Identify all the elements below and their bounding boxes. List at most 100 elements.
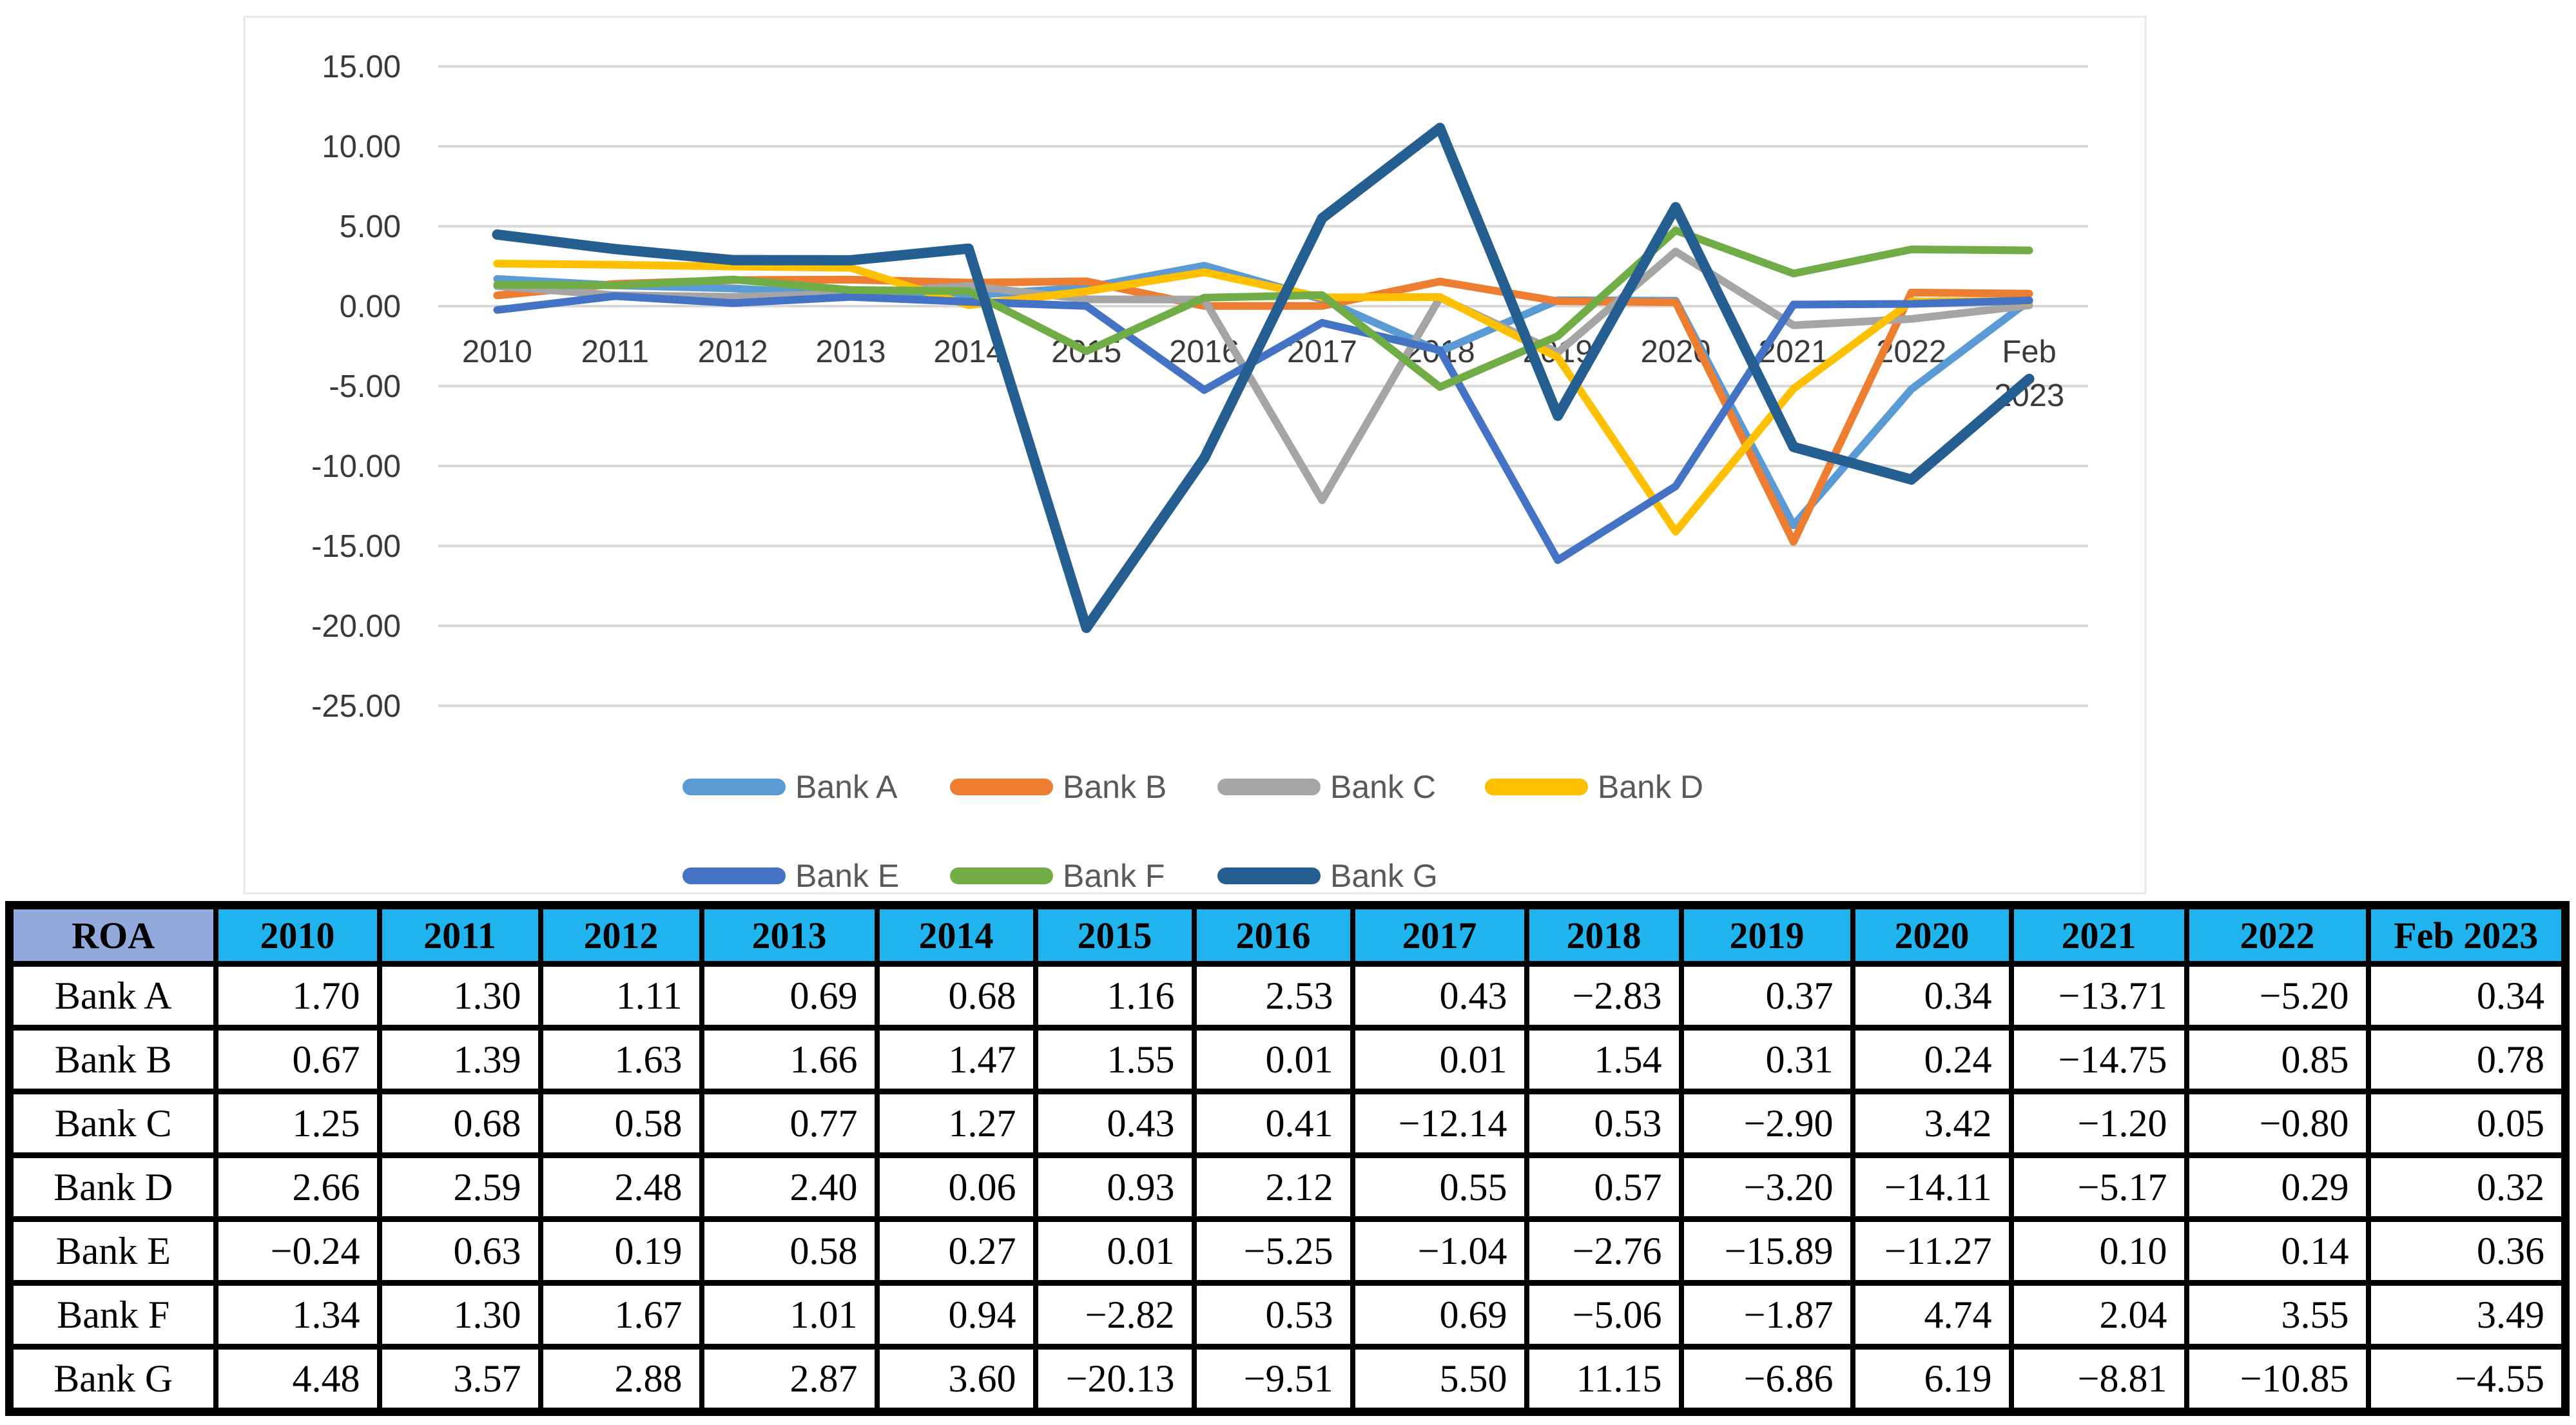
- y-tick-label: 15.00: [322, 50, 401, 84]
- value-cell: −0.24: [213, 1216, 382, 1286]
- value-cell: −0.80: [2184, 1089, 2371, 1158]
- value-cell: −14.75: [2008, 1025, 2189, 1094]
- chart-line-bank-g: [492, 122, 2035, 634]
- legend-swatch-bank-e: [683, 868, 786, 884]
- value-cell: −2.76: [1524, 1216, 1684, 1286]
- table-row: Bank B 0.67 1.39 1.63 1.66 1.47 1.55 0.01 0.01 1.…: [6, 1025, 2568, 1094]
- value-cell: 1.47: [874, 1025, 1038, 1094]
- value-cell: 0.10: [2008, 1216, 2189, 1286]
- header-cell-year: 2013: [699, 902, 880, 967]
- value-cell: −1.04: [1350, 1216, 1529, 1286]
- header-cell-year: 2017: [1350, 902, 1529, 967]
- x-tick-label: 2012: [698, 334, 768, 369]
- value-cell: −5.17: [2008, 1152, 2189, 1222]
- value-cell: 5.50: [1350, 1344, 1529, 1415]
- value-cell: 0.68: [874, 961, 1038, 1031]
- value-cell: −14.11: [1850, 1152, 2014, 1222]
- bank-name-cell: Bank E: [6, 1216, 218, 1286]
- value-cell: 3.60: [874, 1344, 1038, 1415]
- chart-line-bank-e: [493, 292, 2033, 565]
- value-cell: 1.30: [376, 1280, 543, 1350]
- value-cell: 3.49: [2365, 1280, 2568, 1350]
- legend-label: Bank A: [795, 769, 898, 805]
- y-tick-label: 10.00: [322, 130, 401, 164]
- value-cell: 0.69: [1350, 1280, 1529, 1350]
- value-cell: 1.16: [1032, 961, 1197, 1031]
- y-tick-label: -15.00: [311, 529, 401, 564]
- bank-name-cell: Bank D: [6, 1152, 218, 1222]
- header-cell-year: 2011: [376, 902, 543, 967]
- bank-name-cell: Bank A: [6, 961, 218, 1031]
- legend: Bank A Bank B Bank C Bank D Bank E Bank F Bank…: [683, 769, 1703, 894]
- value-cell: 1.66: [699, 1025, 880, 1094]
- value-cell: 0.53: [1191, 1280, 1355, 1350]
- value-cell: 2.59: [376, 1152, 543, 1222]
- table-header-row: ROA 2010 2011 2012 2013 2014 2015 2016 2017 2018 2…: [6, 902, 2568, 967]
- y-tick-label: 5.00: [340, 209, 401, 244]
- value-cell: 0.58: [537, 1089, 704, 1158]
- value-cell: −15.89: [1678, 1216, 1855, 1286]
- value-cell: −8.81: [2008, 1344, 2189, 1415]
- value-cell: −2.83: [1524, 961, 1684, 1031]
- value-cell: 0.29: [2184, 1152, 2371, 1222]
- legend-item: Bank G: [1217, 858, 1438, 894]
- value-cell: 0.43: [1032, 1089, 1197, 1158]
- value-cell: 1.11: [537, 961, 704, 1031]
- y-axis-tick-labels: 15.00 10.00 5.00 0.00 -5.00 -10.00 -15.00 -20.0…: [311, 50, 401, 724]
- value-cell: −12.14: [1350, 1089, 1529, 1158]
- header-cell-year: 2018: [1524, 902, 1684, 967]
- value-cell: 0.63: [376, 1216, 543, 1286]
- legend-swatch-bank-a: [683, 779, 786, 795]
- value-cell: 0.36: [2365, 1216, 2568, 1286]
- value-cell: 0.37: [1678, 961, 1855, 1031]
- value-cell: 3.57: [376, 1344, 543, 1415]
- value-cell: −1.87: [1678, 1280, 1855, 1350]
- legend-swatch-bank-b: [950, 779, 1053, 795]
- header-cell-year: 2021: [2008, 902, 2189, 967]
- y-tick-label: -20.00: [311, 609, 401, 644]
- table-row: Bank F 1.34 1.30 1.67 1.01 0.94 −2.82 0.53 0.69−…: [6, 1280, 2568, 1350]
- legend-label: Bank C: [1330, 769, 1436, 805]
- value-cell: 2.12: [1191, 1152, 1355, 1222]
- value-cell: −2.90: [1678, 1089, 1855, 1158]
- legend-swatch-bank-d: [1485, 779, 1588, 795]
- table-row: Bank E −0.24 0.63 0.19 0.58 0.27 0.01 −5.25 −1.0…: [6, 1216, 2568, 1286]
- table-row: Bank C 1.25 0.68 0.58 0.77 1.27 0.43 0.41 −12.14…: [6, 1089, 2568, 1158]
- value-cell: 0.34: [2365, 961, 2568, 1031]
- legend-label: Bank E: [795, 858, 899, 894]
- y-tick-label: 0.00: [340, 289, 401, 324]
- legend-swatch-bank-g: [1217, 868, 1321, 884]
- value-cell: 0.68: [376, 1089, 543, 1158]
- legend-swatch-bank-c: [1217, 779, 1321, 795]
- header-cell-year: 2019: [1678, 902, 1855, 967]
- x-tick-label: 2010: [462, 334, 532, 369]
- header-cell-year: 2015: [1032, 902, 1197, 967]
- bank-name-cell: Bank F: [6, 1280, 218, 1350]
- value-cell: 0.27: [874, 1216, 1038, 1286]
- value-cell: 1.27: [874, 1089, 1038, 1158]
- series-lines: [492, 122, 2035, 634]
- value-cell: 0.01: [1032, 1216, 1197, 1286]
- value-cell: 0.94: [874, 1280, 1038, 1350]
- header-cell-year: 2014: [874, 902, 1038, 967]
- figure-border: [243, 15, 2147, 895]
- value-cell: −1.20: [2008, 1089, 2189, 1158]
- x-tick-label: 2011: [581, 334, 649, 369]
- legend-swatch-bank-f: [950, 868, 1053, 884]
- value-cell: 1.39: [376, 1025, 543, 1094]
- legend-item: Bank E: [683, 858, 899, 894]
- x-tick-label: 2013: [815, 334, 886, 369]
- value-cell: −6.86: [1678, 1344, 1855, 1415]
- y-tick-label: -10.00: [311, 449, 401, 484]
- value-cell: 3.42: [1850, 1089, 2014, 1158]
- value-cell: 0.32: [2365, 1152, 2568, 1222]
- value-cell: 0.24: [1850, 1025, 2014, 1094]
- value-cell: 0.58: [699, 1216, 880, 1286]
- value-cell: 1.70: [213, 961, 382, 1031]
- value-cell: 0.69: [699, 961, 880, 1031]
- legend-label: Bank D: [1598, 769, 1703, 805]
- legend-item: Bank F: [950, 858, 1165, 894]
- value-cell: 0.34: [1850, 961, 2014, 1031]
- table-row: Bank D 2.66 2.59 2.48 2.40 0.06 0.93 2.12 0.55 0.…: [6, 1152, 2568, 1222]
- header-cell-year: 2020: [1850, 902, 2014, 967]
